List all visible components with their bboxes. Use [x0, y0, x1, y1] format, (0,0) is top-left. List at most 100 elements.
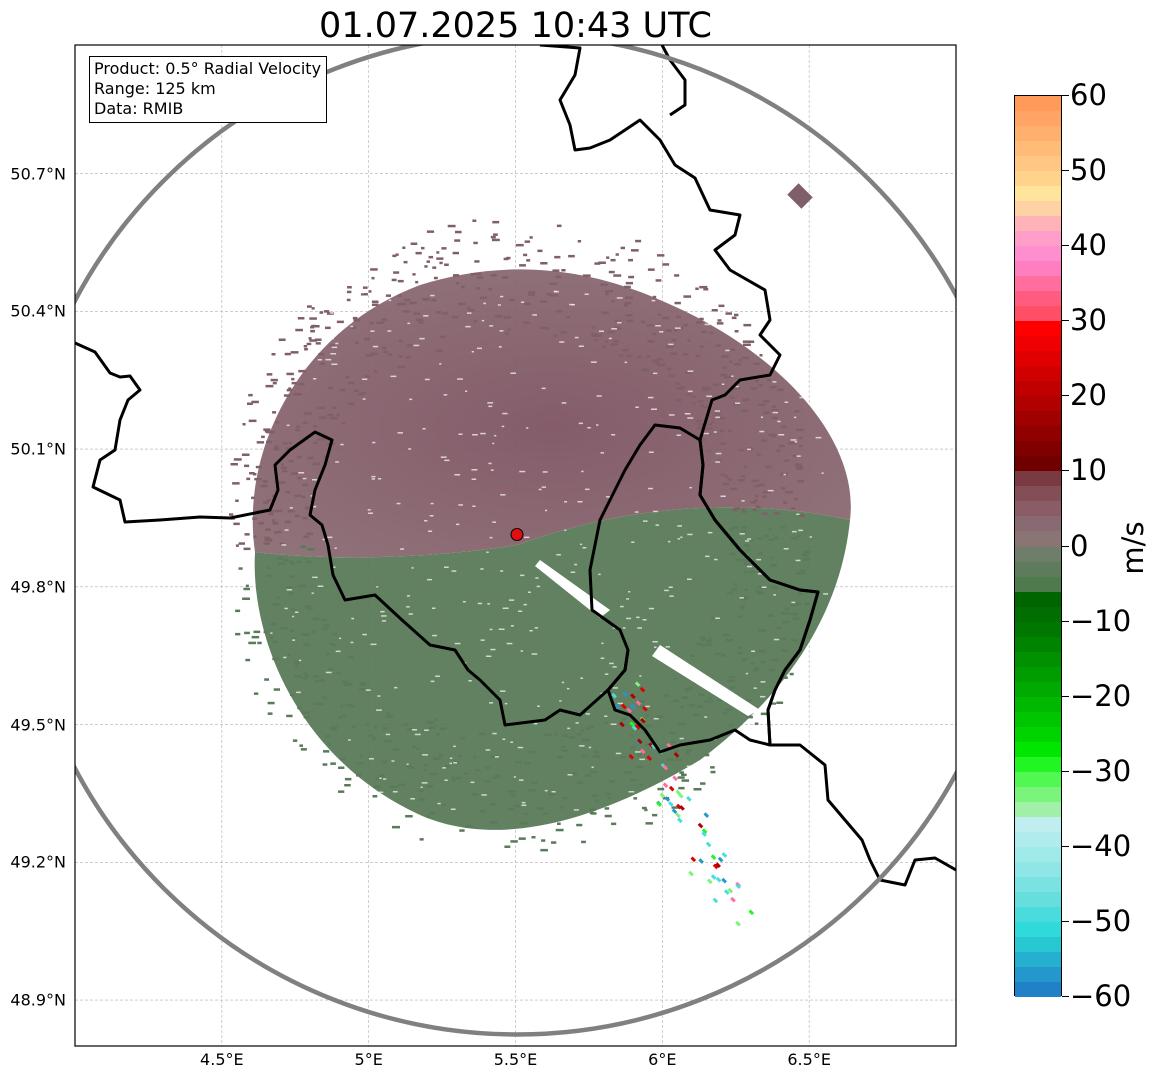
echo-speckle [605, 792, 612, 795]
echo-speckle [605, 290, 613, 293]
echo-speckle [286, 388, 293, 392]
echo-speckle [520, 821, 528, 825]
echo-gap [480, 639, 485, 641]
echo-gap [564, 529, 567, 531]
lon-tick-label: 5°E [354, 1050, 383, 1069]
echo-speckle [501, 276, 509, 279]
echo-speckle [792, 617, 799, 620]
spurious-echo [672, 775, 678, 782]
echo-speckle [591, 333, 598, 336]
echo-gap [636, 616, 640, 619]
echo-speckle [282, 442, 288, 445]
echo-speckle [504, 845, 511, 848]
echo-speckle [676, 386, 682, 390]
echo-gap [424, 520, 428, 522]
spurious-echo [690, 856, 697, 863]
echo-speckle [395, 253, 399, 256]
echo-speckle [604, 340, 609, 344]
colorbar-segment [1015, 861, 1061, 878]
echo-gap [639, 675, 642, 677]
echo-speckle [592, 326, 596, 329]
velocity-colorbar [1014, 95, 1062, 998]
echo-gap [508, 599, 515, 601]
echo-gap [378, 478, 382, 480]
echo-speckle [371, 300, 379, 303]
echo-speckle [733, 386, 741, 390]
echo-speckle [760, 660, 766, 664]
echo-gap [809, 309, 813, 311]
echo-speckle [490, 235, 496, 239]
echo-speckle [729, 527, 734, 531]
echo-speckle [557, 822, 561, 825]
echo-speckle [351, 725, 356, 728]
colorbar-segment [1015, 891, 1061, 908]
echo-speckle [295, 328, 303, 332]
echo-gap [652, 641, 658, 643]
echo-gap [600, 452, 604, 454]
echo-gap [437, 802, 441, 805]
echo-speckle [297, 560, 302, 563]
echo-speckle [730, 396, 735, 399]
echo-speckle [302, 516, 308, 520]
echo-speckle [704, 700, 713, 703]
echo-speckle [305, 560, 312, 564]
echo-gap [523, 603, 527, 606]
echo-gap [408, 613, 413, 615]
echo-speckle [683, 323, 688, 327]
echo-speckle [317, 438, 321, 441]
spurious-echo [668, 785, 675, 792]
echo-gap [412, 729, 417, 731]
echo-gap [387, 330, 392, 332]
echo-gap [731, 375, 734, 377]
echo-speckle [665, 345, 674, 349]
echo-speckle [742, 596, 749, 599]
echo-speckle [528, 291, 536, 294]
echo-gap [456, 523, 460, 526]
spurious-echo [614, 704, 621, 710]
map-frame [74, 44, 957, 1047]
echo-speckle [710, 770, 716, 774]
colorbar-tick-label: 10 [1070, 453, 1107, 488]
echo-speckle [272, 411, 277, 414]
echo-speckle [290, 351, 299, 354]
echo-speckle [372, 737, 377, 740]
echo-speckle [382, 346, 387, 350]
echo-speckle [718, 304, 725, 308]
echo-gap [298, 659, 302, 662]
echo-gap [731, 792, 735, 794]
echo-speckle [306, 342, 312, 346]
echo-speckle [267, 510, 274, 513]
echo-speckle [708, 637, 712, 641]
echo-gap [733, 301, 738, 303]
echo-speckle [456, 281, 460, 285]
echo-gap [616, 297, 623, 299]
echo-speckle [266, 574, 272, 578]
echo-speckle [801, 553, 808, 557]
spurious-echo [679, 805, 685, 811]
spurious-echo [636, 738, 643, 745]
echo-gap [444, 459, 450, 462]
echo-gap [687, 417, 694, 419]
echo-gap [424, 729, 429, 731]
echo-speckle [580, 729, 585, 732]
echo-speckle [381, 760, 388, 764]
echo-speckle [270, 636, 274, 639]
echo-gap [668, 540, 671, 543]
echo-speckle [553, 334, 557, 337]
echo-speckle [299, 744, 303, 747]
echo-speckle [281, 463, 285, 466]
colorbar-segment [1015, 951, 1061, 968]
colorbar-segment [1015, 471, 1061, 487]
echo-speckle [742, 510, 747, 513]
echo-speckle [700, 782, 706, 785]
echo-speckle [294, 494, 302, 497]
echo-gap [664, 589, 669, 592]
echo-speckle [253, 535, 257, 538]
echo-gap [651, 299, 656, 302]
echo-speckle [277, 530, 282, 534]
echo-speckle [365, 354, 374, 357]
echo-speckle [412, 745, 416, 749]
echo-gap [784, 401, 789, 403]
echo-speckle [318, 679, 326, 682]
echo-speckle [422, 298, 430, 301]
